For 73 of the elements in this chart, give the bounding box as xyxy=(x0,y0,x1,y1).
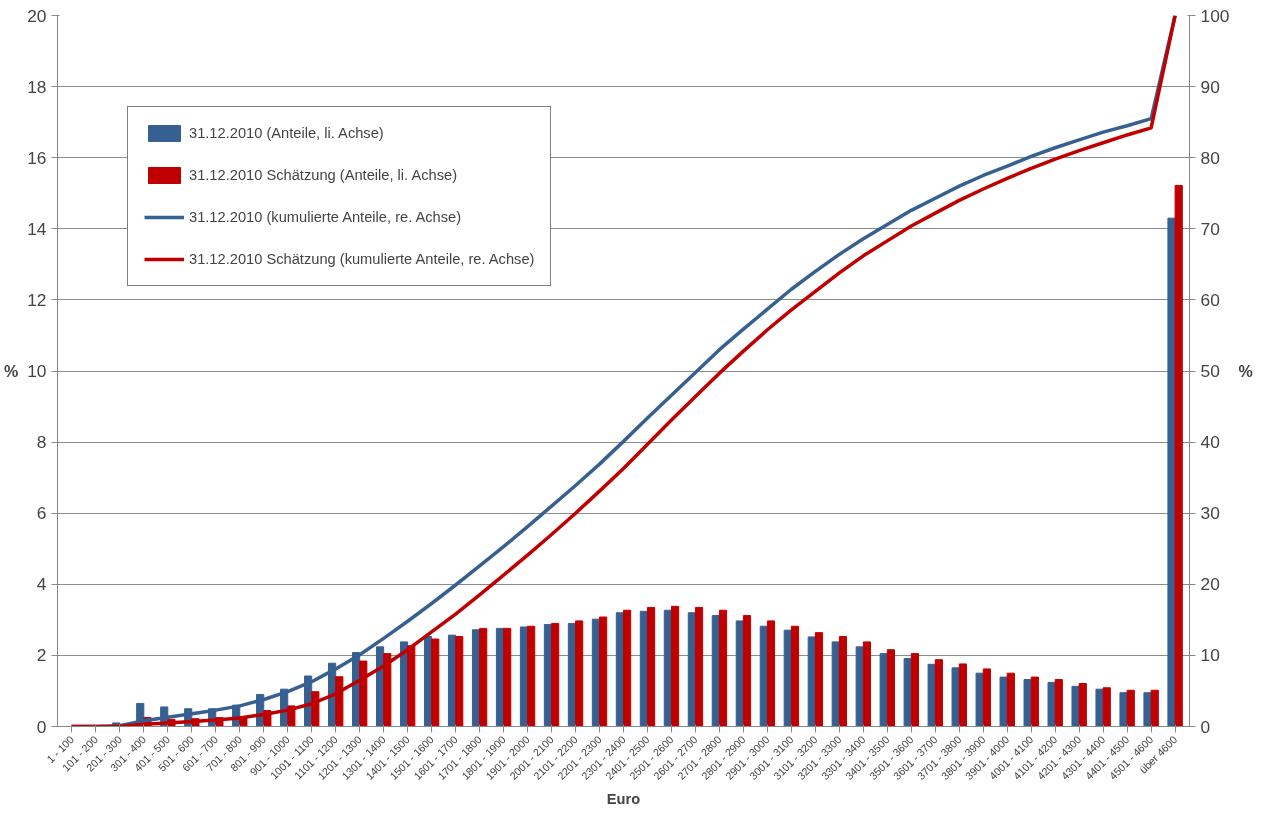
y2-tick-label: 30 xyxy=(1200,503,1220,524)
bar xyxy=(790,625,800,727)
y-tick-label: 8 xyxy=(36,432,47,453)
bar xyxy=(886,649,896,727)
bar xyxy=(575,620,584,727)
bar xyxy=(431,638,440,727)
y-axis-title: % xyxy=(4,362,19,380)
bar xyxy=(766,620,776,727)
bar xyxy=(1023,679,1032,727)
bar xyxy=(814,632,824,727)
y-tick-label: 4 xyxy=(36,574,47,595)
y-tick-label: 6 xyxy=(36,503,47,524)
bar xyxy=(1047,681,1056,727)
bar xyxy=(1078,682,1087,727)
bar xyxy=(527,625,536,727)
bar xyxy=(623,609,632,727)
bar xyxy=(1102,687,1111,727)
bar xyxy=(927,663,936,727)
legend-label: 31.12.2010 (kumulierte Anteile, re. Achse) xyxy=(189,209,462,225)
y2-tick-label: 70 xyxy=(1200,218,1220,239)
bar xyxy=(982,668,991,727)
bar xyxy=(1174,184,1183,727)
bar xyxy=(975,672,984,727)
bar xyxy=(599,616,608,727)
bar xyxy=(1030,676,1039,727)
y2-tick-label: 20 xyxy=(1200,574,1220,595)
legend-label: 31.12.2010 Schätzung (Anteile, li. Achse) xyxy=(189,167,458,183)
bar xyxy=(694,606,704,727)
y2-tick-label: 40 xyxy=(1200,432,1220,453)
y2-tick-label: 10 xyxy=(1200,645,1220,666)
y2-tick-label: 60 xyxy=(1200,289,1220,310)
y2-tick-label: 0 xyxy=(1200,716,1211,737)
bar xyxy=(855,646,864,727)
y-tick-label: 18 xyxy=(27,76,47,97)
bar xyxy=(479,627,488,727)
y-tick-label: 20 xyxy=(27,5,47,26)
bar xyxy=(1071,685,1080,727)
bar xyxy=(838,636,848,727)
y-tick-label: 0 xyxy=(36,716,47,737)
bar xyxy=(958,663,967,727)
y2-tick-label: 80 xyxy=(1200,147,1220,168)
y2-tick-label: 100 xyxy=(1200,5,1230,26)
bar xyxy=(742,615,752,727)
bar xyxy=(903,658,912,727)
bar xyxy=(1126,689,1135,727)
bar xyxy=(1054,679,1063,727)
bar xyxy=(1006,672,1015,727)
bar xyxy=(951,667,960,727)
y2-tick-label: 90 xyxy=(1200,76,1220,97)
line-series xyxy=(70,15,1177,727)
bar xyxy=(879,653,888,727)
bar xyxy=(718,609,728,727)
bar xyxy=(1095,688,1104,727)
y2-axis-title: % xyxy=(1238,362,1253,380)
y-tick-label: 16 xyxy=(27,147,47,168)
bar xyxy=(910,653,919,727)
x-axis-title: Euro xyxy=(606,791,641,808)
bar xyxy=(934,659,943,727)
bar xyxy=(646,606,656,727)
y-tick-label: 2 xyxy=(36,645,47,666)
y-tick-label: 14 xyxy=(27,218,47,239)
bar xyxy=(551,622,560,727)
y-tick-label: 12 xyxy=(27,289,47,310)
legend-label: 31.12.2010 (Anteile, li. Achse) xyxy=(189,125,384,141)
bar xyxy=(503,627,512,727)
bar xyxy=(1150,689,1159,727)
bar xyxy=(999,676,1008,727)
y-tick-label: 10 xyxy=(27,361,47,381)
bar xyxy=(862,641,872,727)
legend-label: 31.12.2010 Schätzung (kumulierte Anteile, re. Achse) xyxy=(189,251,535,267)
bar xyxy=(455,636,464,727)
y2-tick-label: 50 xyxy=(1200,361,1220,381)
bar xyxy=(670,605,680,727)
